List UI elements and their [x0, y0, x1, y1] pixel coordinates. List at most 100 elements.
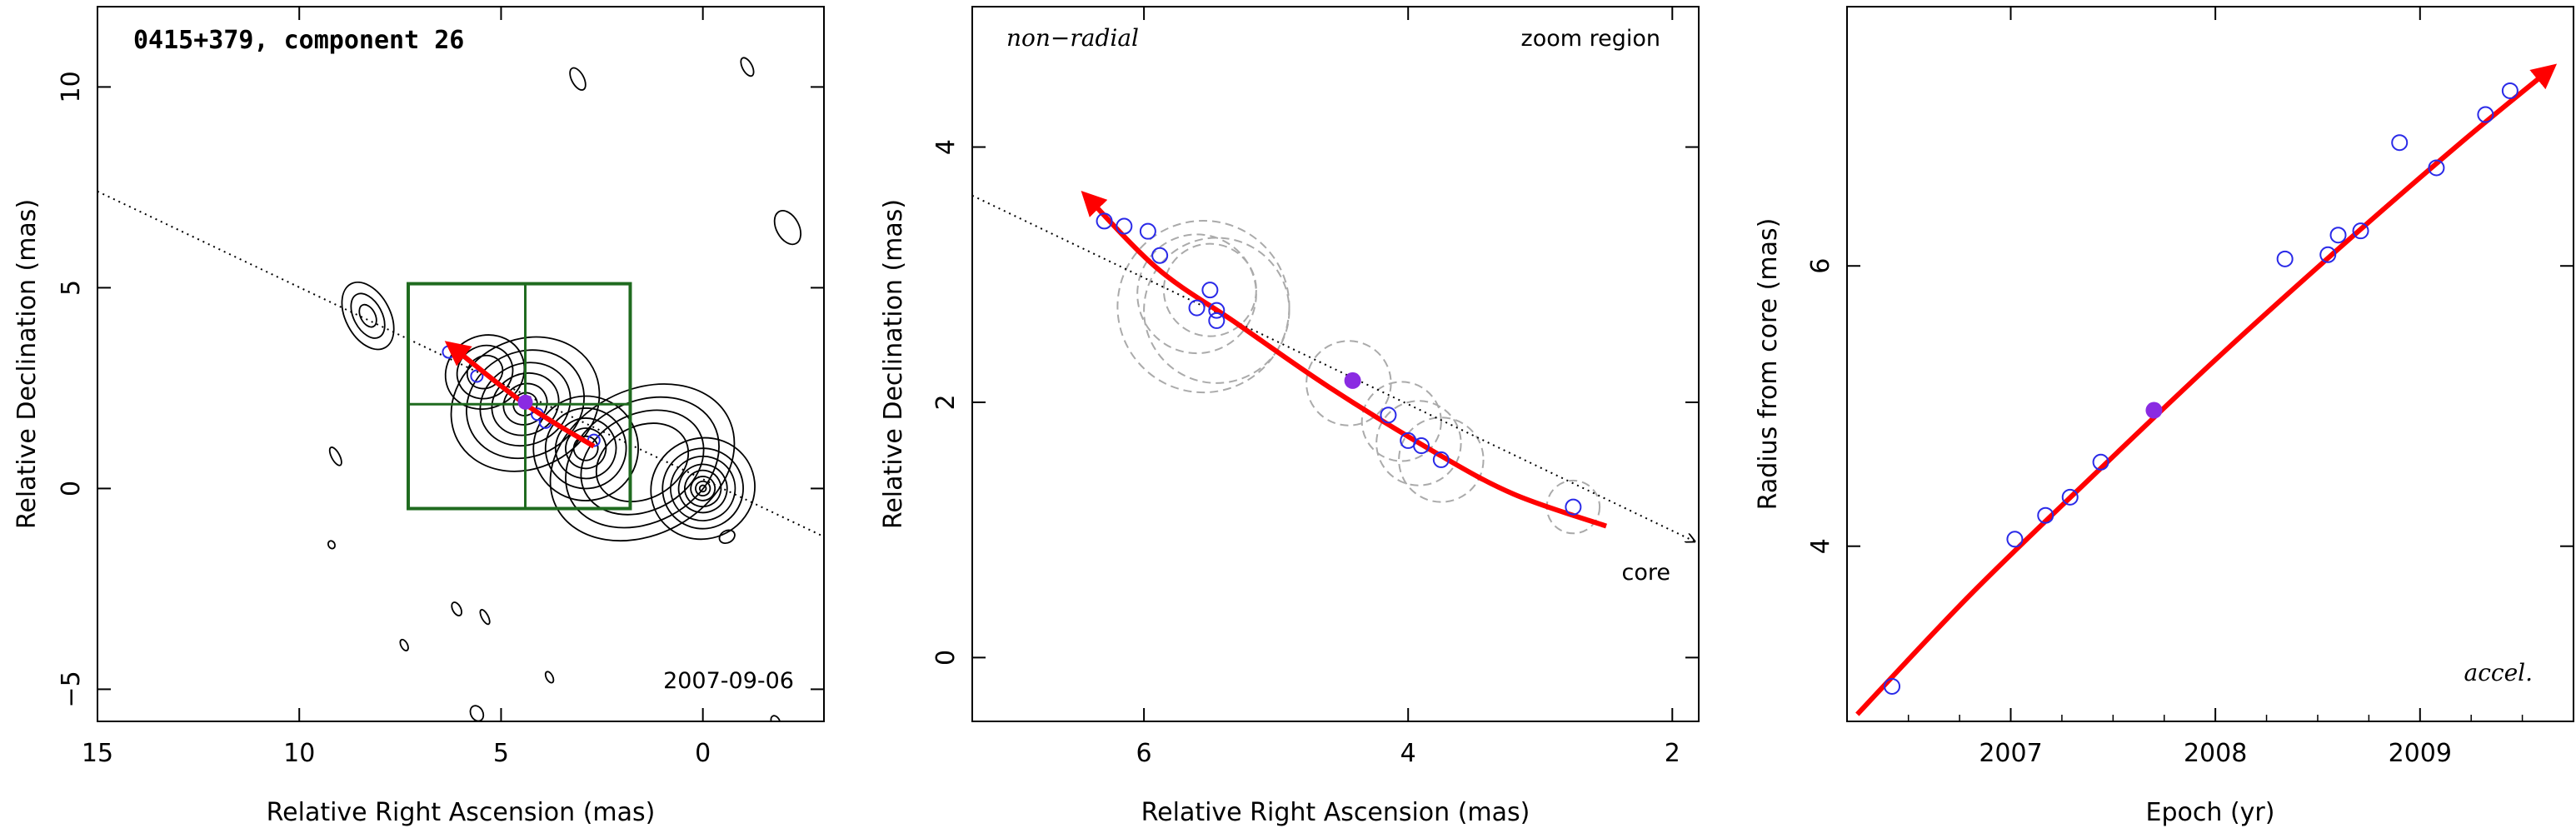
panel-3-xtick-label: 2008: [2184, 739, 2247, 768]
panel-1-xtick-label: 15: [82, 739, 113, 768]
data-point: [1139, 222, 1156, 240]
panel-1-xtick-label: 0: [695, 739, 711, 768]
data-point: [1096, 212, 1113, 230]
data-point: [1208, 312, 1226, 329]
data-point: [2428, 159, 2445, 177]
panel-3-xtick-label: 2009: [2389, 739, 2452, 768]
panel-3-ylabel: Radius from core (mas): [1754, 218, 1783, 511]
component-position: [517, 394, 533, 410]
data-point: [2276, 250, 2294, 267]
trajectory-curve: [1081, 190, 1607, 529]
data-point: [2061, 488, 2079, 506]
panel-1-date: 2007-09-06: [663, 668, 794, 694]
data-point: [2477, 106, 2494, 123]
contour-line: [718, 529, 736, 545]
contour-line: [677, 463, 728, 514]
contour-line: [399, 638, 409, 651]
contour-line: [532, 395, 639, 501]
data-point: [470, 369, 484, 383]
panel-1-ytick-label: 5: [57, 280, 86, 296]
data-point: [2319, 246, 2337, 263]
contour-line: [595, 422, 690, 503]
panel-3-ytick-label: 4: [1806, 538, 1835, 554]
panel-3-xtick-label: 2007: [1979, 739, 2042, 768]
data-point: [1565, 498, 1582, 516]
panel-3-ytick-label: 6: [1806, 258, 1835, 274]
panel-2-frame: [971, 6, 1700, 722]
panel-1-ytick-label: 0: [57, 481, 86, 496]
data-point: [1432, 451, 1450, 468]
component-size-circle: [1375, 400, 1462, 486]
component-size-circle: [1116, 219, 1290, 394]
panel-1-xtick-label: 10: [283, 739, 315, 768]
contour-line: [456, 344, 514, 400]
component-size-circle: [1398, 416, 1485, 503]
panel-contour-map: 15 10 5 0 −5 0 5 10 0415+379, component 26 2007…: [12, 6, 825, 827]
component-size-circle: [1162, 242, 1257, 337]
contour-line: [479, 609, 491, 626]
contour-line: [466, 354, 504, 390]
contour-line: [554, 417, 617, 480]
contour-line: [698, 484, 707, 493]
contour-line: [466, 349, 585, 460]
panel-1-ylabel: Relative Declination (mas): [12, 199, 42, 529]
panel-3-xlabel: Epoch (yr): [2146, 798, 2275, 827]
contour-line: [358, 303, 377, 328]
contour-line: [544, 671, 555, 684]
panel-2-xtick-label: 6: [1136, 739, 1152, 768]
data-point: [1201, 282, 1219, 299]
panel-2-ytick-label: 2: [931, 394, 961, 410]
data-point: [1116, 217, 1133, 235]
contour-line: [580, 409, 705, 516]
data-point: [1413, 437, 1430, 455]
contour-line: [740, 57, 755, 77]
contour-line: [451, 601, 462, 616]
panel-2-xtick-label: 4: [1400, 739, 1416, 768]
data-point: [2329, 227, 2347, 244]
contour-line: [512, 392, 538, 416]
panel-3-label-corner: accel.: [2464, 659, 2533, 686]
contour-line: [502, 382, 548, 426]
component-size-circle: [1360, 381, 1442, 462]
contour-line: [479, 362, 572, 447]
contour-line: [683, 469, 722, 508]
contour-line: [661, 447, 744, 530]
contour-line: [690, 476, 716, 501]
panel-zoom-region: 6 4 2 0 2 4 non−radial zoom region core Relat…: [879, 6, 1700, 827]
panel-2-xlabel: Relative Right Ascension (mas): [1141, 798, 1530, 827]
panel-1-xtick-label: 5: [493, 739, 509, 768]
panel-1-ytick-label: 10: [57, 71, 86, 102]
panel-1-title: 0415+379, component 26: [133, 26, 464, 55]
contour-line: [770, 715, 781, 721]
data-point: [1151, 247, 1169, 264]
contour-line: [569, 67, 587, 91]
contour-line: [650, 436, 756, 541]
panel-2-ytick-label: 0: [931, 650, 961, 666]
panel-2-ytick-label: 4: [931, 139, 961, 155]
panel-1-ytick-label: −5: [57, 671, 86, 707]
data-point: [1884, 677, 1901, 695]
data-point: [2092, 453, 2109, 471]
data-point: [2501, 82, 2519, 99]
component-size-circle: [1136, 233, 1257, 355]
contour-line: [695, 480, 711, 497]
contour-line: [565, 396, 720, 529]
contour-line: [469, 705, 485, 721]
component-size-circle: [1143, 237, 1290, 384]
data-point: [2391, 134, 2409, 152]
contour-line: [341, 281, 395, 351]
data-point: [2352, 222, 2369, 240]
data-point: [1188, 299, 1206, 317]
data-point: [1208, 302, 1226, 319]
contour-line: [773, 210, 802, 246]
core-direction-line: [972, 194, 1694, 541]
contour-line: [544, 407, 627, 490]
panel-2-ylabel: Relative Declination (mas): [879, 199, 908, 529]
panel-1-xlabel: Relative Right Ascension (mas): [267, 798, 656, 827]
contour-line: [328, 446, 342, 466]
highlight-point: [1344, 372, 1361, 389]
highlight-point: [2145, 402, 2163, 419]
contour-line: [327, 540, 336, 550]
trajectory-curve: [1855, 63, 2558, 716]
